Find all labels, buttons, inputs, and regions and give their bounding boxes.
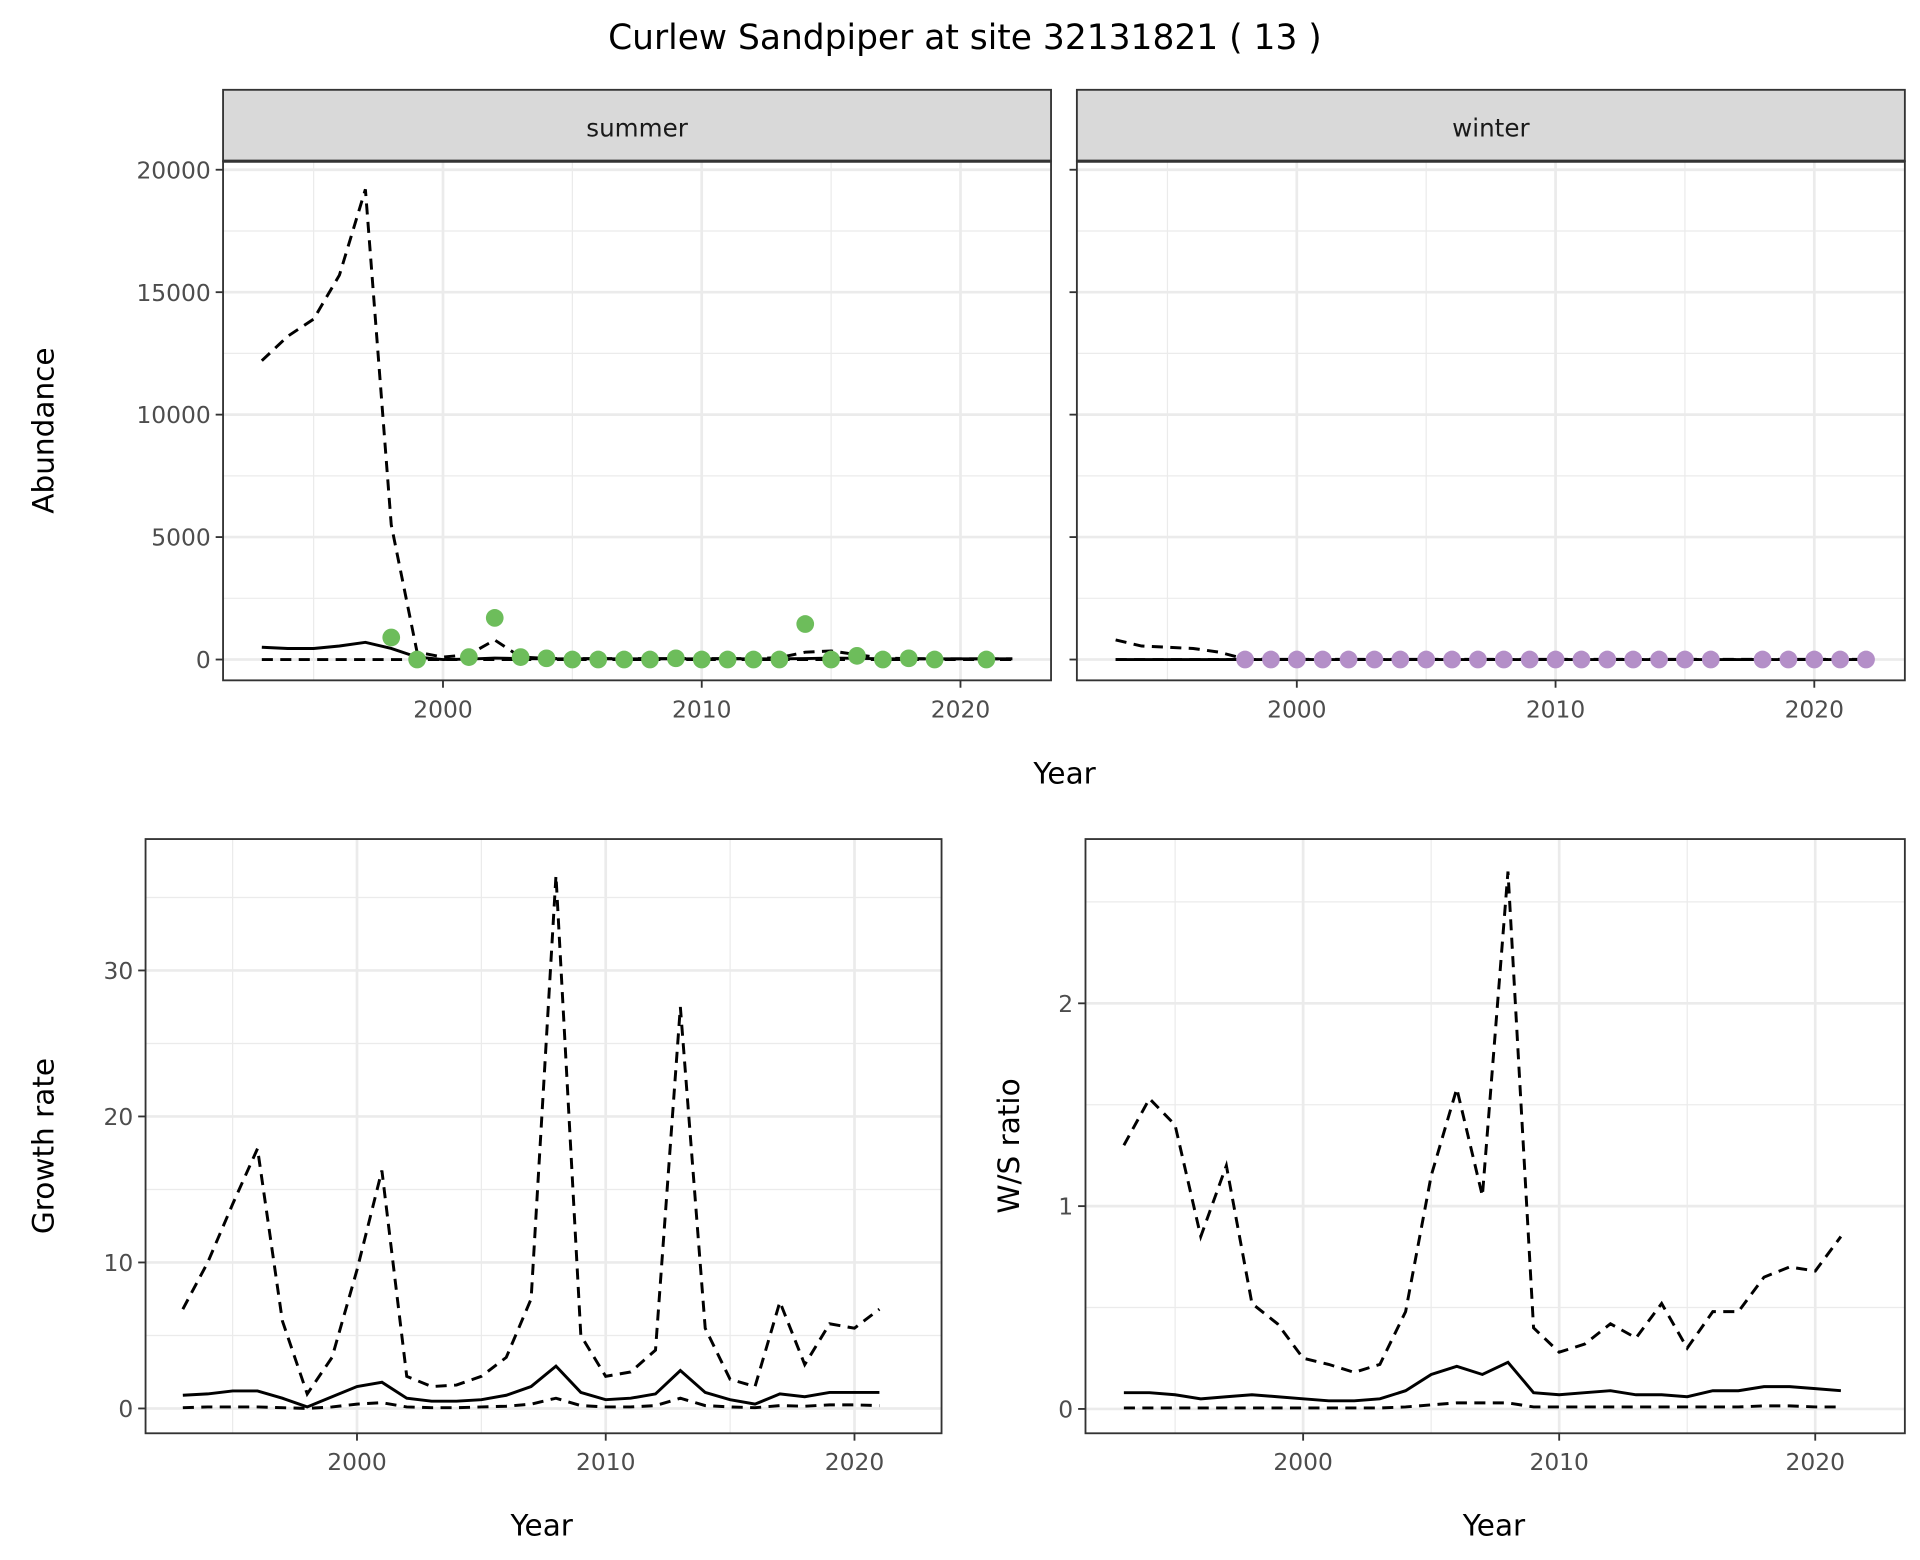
data-point [1779, 650, 1798, 669]
y-tick-label: 30 [104, 957, 134, 985]
panel-summer: summer 2000 2010 2020 0 5000 10000 15000 20000 Ab… [26, 88, 1097, 791]
x-tick-label: 2020 [1786, 1448, 1845, 1476]
data-point [848, 646, 866, 665]
x-tick-label: 2010 [576, 1448, 635, 1476]
panel-growth: 2000 2010 2020 0 10 20 30 Growth rate Year [26, 838, 943, 1542]
data-point [796, 615, 815, 633]
y-tick-label: 10 [104, 1249, 134, 1277]
x-tick-label: 2010 [1526, 695, 1585, 723]
facet-strip-label: summer [586, 114, 688, 143]
data-point [1339, 650, 1358, 669]
y-tick-label: 15000 [136, 279, 210, 307]
y-axis-title: Abundance [26, 347, 60, 513]
data-point [1650, 650, 1668, 669]
estimate-line [182, 1364, 880, 1409]
data-point [718, 650, 737, 669]
data-point [511, 648, 530, 666]
data-point [1417, 650, 1436, 669]
data-point [382, 628, 401, 647]
x-axis-title: Year [1462, 1508, 1526, 1542]
data-point [1313, 650, 1332, 669]
data-point [1676, 650, 1694, 669]
data-point [1391, 650, 1410, 669]
data-point [615, 650, 633, 669]
data-point [408, 650, 426, 669]
y-tick-label: 20 [104, 1103, 134, 1131]
facet-strip [1075, 88, 1906, 163]
data-point [1365, 650, 1384, 669]
data-point [460, 648, 478, 666]
data-point [589, 650, 608, 669]
data-point [925, 650, 944, 669]
data-point [744, 650, 763, 669]
data-point [1469, 650, 1487, 669]
data-point [1598, 650, 1617, 669]
x-tick-label: 2000 [1267, 695, 1326, 723]
y-tick-label: 20000 [136, 156, 210, 184]
figure-title: Curlew Sandpiper at site 32131821 ( 13 ) [608, 18, 1322, 58]
data-point [641, 650, 659, 669]
data-point [1805, 650, 1824, 669]
data-point [873, 650, 892, 669]
panel-border [1084, 838, 1906, 1435]
x-tick-label: 2020 [931, 695, 990, 723]
data-point [1857, 650, 1875, 669]
upper-bound-line [181, 875, 881, 1398]
data-point [1236, 650, 1254, 669]
data-point [485, 609, 504, 627]
data-point [770, 650, 789, 669]
plot-background [1085, 839, 1905, 1434]
data-point [1546, 650, 1565, 669]
facet-strip [222, 88, 1052, 163]
data-point [537, 649, 556, 668]
upper-bound-line [1122, 871, 1843, 1374]
data-point [1572, 650, 1591, 669]
y-tick-label: 0 [196, 646, 211, 674]
data-point [1287, 650, 1306, 669]
y-axis-title: Growth rate [26, 1058, 60, 1234]
plot-background [223, 161, 1052, 681]
data-point [1831, 650, 1850, 669]
x-tick-label: 2000 [327, 1448, 386, 1476]
y-tick-label: 2 [1058, 990, 1073, 1018]
data-point [1753, 650, 1772, 669]
x-axis-title: Year [509, 1508, 573, 1542]
data-point [1443, 650, 1461, 669]
lower-bound-line [182, 1396, 880, 1410]
facet-strip-label: winter [1452, 114, 1530, 143]
x-tick-label: 2010 [1529, 1448, 1588, 1476]
lower-bound-line [1123, 1401, 1841, 1410]
x-tick-label: 2020 [1785, 695, 1844, 723]
data-point [822, 650, 840, 669]
data-point [692, 650, 711, 669]
estimate-line [1123, 1360, 1842, 1403]
data-point [899, 649, 918, 668]
panel-border [144, 838, 943, 1435]
plot-background [145, 839, 942, 1434]
x-tick-label: 2000 [413, 695, 472, 723]
data-point [1520, 650, 1539, 669]
x-tick-label: 2000 [1273, 1448, 1332, 1476]
x-tick-label: 2020 [825, 1448, 884, 1476]
data-point [1624, 650, 1643, 669]
data-point [1262, 650, 1280, 669]
y-axis-title: W/S ratio [992, 1078, 1026, 1213]
data-point [667, 649, 685, 668]
x-tick-label: 2010 [672, 695, 731, 723]
data-point [1494, 650, 1513, 669]
y-tick-label: 5000 [151, 524, 210, 552]
y-tick-label: 0 [1058, 1396, 1073, 1424]
y-tick-label: 1 [1058, 1193, 1073, 1221]
data-point [563, 650, 582, 669]
plot-background [1076, 161, 1905, 681]
data-point [1701, 650, 1720, 669]
y-tick-label: 0 [118, 1395, 133, 1423]
y-tick-label: 10000 [136, 401, 210, 429]
panel-winter: winter 2000 2010 2020 [1069, 88, 1906, 723]
panel-ws_ratio: 2000 2010 2020 0 1 2 W/S ratio Year [992, 838, 1906, 1542]
x-axis-title: Year [1032, 757, 1096, 791]
data-point [977, 650, 996, 669]
